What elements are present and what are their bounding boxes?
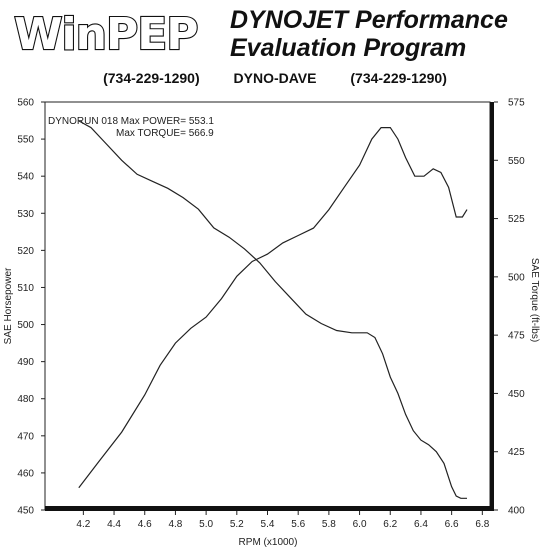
x-tick-label: 6.2 bbox=[383, 519, 397, 530]
title-line-2: Evaluation Program bbox=[230, 34, 467, 62]
program-title: DYNOJET Performance Evaluation Program bbox=[230, 6, 508, 62]
left-axis-title: SAE Horsepower bbox=[3, 267, 14, 344]
bottom-axis-bar bbox=[45, 506, 494, 511]
right-axis-ticks: 575 550 525 500 475 450 425 400 bbox=[494, 98, 525, 517]
right-tick-label: 450 bbox=[508, 389, 525, 400]
left-tick-label: 450 bbox=[17, 506, 34, 517]
right-tick-label: 575 bbox=[508, 98, 525, 109]
x-tick-label: 5.6 bbox=[291, 519, 305, 530]
horsepower-line bbox=[78, 127, 468, 489]
x-tick-label: 6.8 bbox=[475, 519, 489, 530]
right-axis-bar bbox=[490, 102, 494, 510]
x-tick-label: 4.2 bbox=[76, 519, 90, 530]
x-axis-title: RPM (x1000) bbox=[239, 537, 298, 548]
phone-right: (734-229-1290) bbox=[350, 70, 447, 86]
x-tick-label: 5.4 bbox=[261, 519, 275, 530]
x-tick-label: 5.8 bbox=[322, 519, 336, 530]
winpep-logo: WinPEP bbox=[12, 5, 212, 61]
left-tick-label: 530 bbox=[17, 209, 34, 220]
x-tick-label: 4.6 bbox=[138, 519, 152, 530]
left-tick-label: 460 bbox=[17, 468, 34, 479]
contact-line: (734-229-1290) DYNO-DAVE (734-229-1290) bbox=[0, 70, 550, 86]
left-tick-label: 520 bbox=[17, 246, 34, 257]
torque-line bbox=[78, 120, 467, 499]
logo-text: WinPEP bbox=[14, 9, 198, 60]
right-tick-label: 550 bbox=[508, 156, 525, 167]
x-tick-label: 4.8 bbox=[168, 519, 182, 530]
x-axis-ticks: 4.2 4.4 4.6 4.8 5.0 5.2 5.4 5.6 5.8 6.0 6.2 6.4 6.6 6… bbox=[76, 511, 490, 530]
left-tick-label: 480 bbox=[17, 394, 34, 405]
left-tick-label: 540 bbox=[17, 172, 34, 183]
left-tick-label: 470 bbox=[17, 431, 34, 442]
left-axis-ticks: 560 550 540 530 520 510 500 490 480 470 460 450 bbox=[17, 98, 45, 517]
left-tick-label: 500 bbox=[17, 320, 34, 331]
right-axis-title: SAE Torque (ft-lbs) bbox=[529, 258, 540, 342]
right-tick-label: 525 bbox=[508, 214, 525, 225]
left-tick-label: 490 bbox=[17, 357, 34, 368]
left-tick-label: 560 bbox=[17, 98, 34, 109]
x-tick-label: 6.4 bbox=[414, 519, 428, 530]
right-tick-label: 475 bbox=[508, 331, 525, 342]
plot-frame bbox=[44, 101, 491, 511]
annotation-line-2: Max TORQUE= 566.9 bbox=[116, 128, 214, 139]
right-tick-label: 400 bbox=[508, 506, 525, 517]
annotation-line-1: DYNORUN 018 Max POWER= 553.1 bbox=[48, 116, 214, 127]
title-line-1: DYNOJET Performance bbox=[230, 6, 508, 34]
dyno-name: DYNO-DAVE bbox=[233, 70, 317, 86]
right-tick-label: 425 bbox=[508, 447, 525, 458]
x-tick-label: 6.0 bbox=[353, 519, 367, 530]
right-tick-label: 500 bbox=[508, 272, 525, 283]
x-tick-label: 5.0 bbox=[199, 519, 213, 530]
x-tick-label: 4.4 bbox=[107, 519, 121, 530]
phone-left: (734-229-1290) bbox=[103, 70, 200, 86]
left-tick-label: 550 bbox=[17, 135, 34, 146]
x-tick-label: 6.6 bbox=[445, 519, 459, 530]
x-tick-label: 5.2 bbox=[230, 519, 244, 530]
left-tick-label: 510 bbox=[17, 283, 34, 294]
